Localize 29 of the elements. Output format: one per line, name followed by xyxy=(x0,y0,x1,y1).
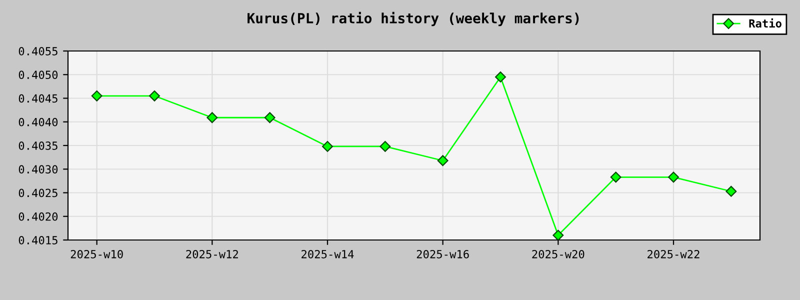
y-tick-label: 0.4030 xyxy=(18,165,58,174)
x-tick-label: 2025-w20 xyxy=(532,250,584,258)
point xyxy=(610,172,622,183)
y-tick-label: 0.4050 xyxy=(18,70,58,80)
point xyxy=(495,72,506,82)
point xyxy=(264,112,276,124)
chart-title: Kurus(PL) ratio history (weekly markers) xyxy=(248,12,579,26)
x-tick-label: 2025-w22 xyxy=(648,250,700,258)
x-tick-label: 2025-w16 xyxy=(416,250,469,258)
legend-label: Ratio xyxy=(749,18,782,28)
x-tick-label: 2025-w10 xyxy=(70,250,123,258)
x-tick-label: 2025-w14 xyxy=(302,250,354,258)
y-tick-label: 0.4045 xyxy=(18,94,58,103)
point xyxy=(726,186,737,197)
y-tick-label: 0.4015 xyxy=(18,236,58,244)
point xyxy=(552,230,564,240)
y-tick-label: 0.4025 xyxy=(18,188,58,198)
y-tick-label: 0.4055 xyxy=(18,47,58,56)
y-tick-label: 0.4040 xyxy=(18,118,58,126)
x-tick-label: 2025-w12 xyxy=(186,250,238,258)
point xyxy=(91,90,102,102)
y-tick-label: 0.4035 xyxy=(18,142,58,150)
point xyxy=(437,155,448,166)
point xyxy=(380,140,391,152)
point xyxy=(668,172,679,183)
y-tick-label: 0.4020 xyxy=(18,212,58,221)
point xyxy=(149,90,160,102)
point xyxy=(322,140,333,152)
point xyxy=(206,112,218,124)
